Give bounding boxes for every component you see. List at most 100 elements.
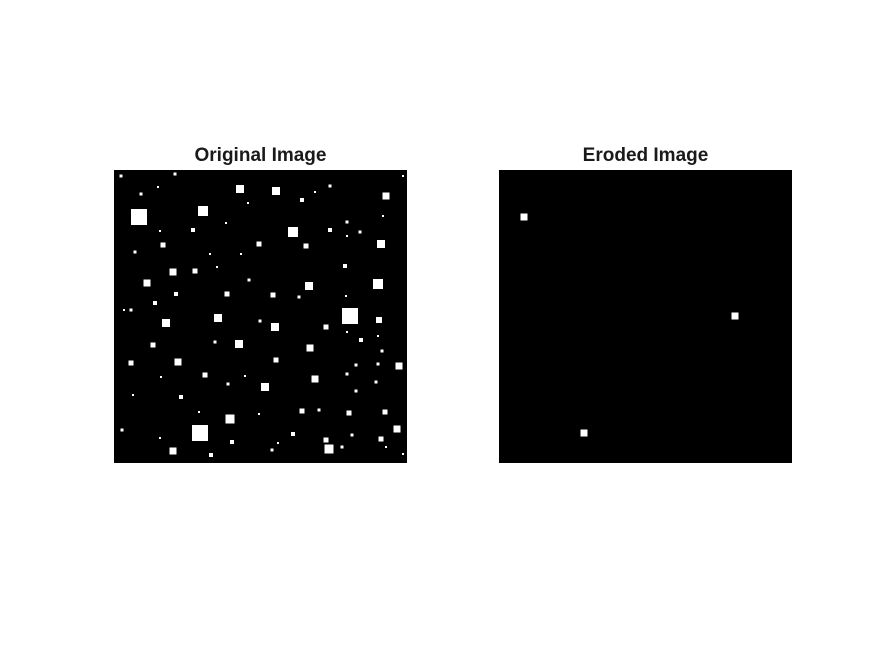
original-white-square bbox=[271, 323, 279, 331]
original-white-square bbox=[270, 448, 274, 452]
original-white-square bbox=[159, 230, 161, 232]
original-white-square bbox=[174, 292, 178, 296]
original-white-square bbox=[374, 380, 378, 384]
original-white-square bbox=[402, 453, 404, 455]
original-white-square bbox=[382, 409, 388, 415]
original-white-square bbox=[225, 414, 235, 424]
original-white-square bbox=[153, 301, 157, 305]
original-white-square bbox=[346, 410, 352, 416]
original-white-square bbox=[179, 395, 183, 399]
original-white-square bbox=[377, 240, 385, 248]
original-white-square bbox=[256, 241, 262, 247]
original-white-square bbox=[247, 278, 251, 282]
original-white-square bbox=[174, 358, 182, 366]
original-white-square bbox=[303, 243, 309, 249]
original-white-square bbox=[354, 363, 358, 367]
original-white-square bbox=[209, 253, 211, 255]
original-white-square bbox=[235, 340, 243, 348]
original-white-square bbox=[378, 436, 384, 442]
eroded-white-square bbox=[731, 312, 739, 320]
original-white-square bbox=[230, 440, 234, 444]
original-white-square bbox=[119, 174, 123, 178]
original-white-square bbox=[258, 413, 260, 415]
original-white-square bbox=[323, 437, 329, 443]
original-white-square bbox=[160, 242, 166, 248]
original-white-square bbox=[272, 187, 280, 195]
original-white-square bbox=[236, 185, 244, 193]
original-white-square bbox=[305, 282, 313, 290]
original-white-square bbox=[291, 432, 295, 436]
original-white-square bbox=[202, 372, 208, 378]
original-white-square bbox=[306, 344, 314, 352]
original-white-square bbox=[385, 446, 387, 448]
original-white-square bbox=[192, 268, 198, 274]
original-white-square bbox=[214, 314, 222, 322]
original-white-square bbox=[377, 335, 379, 337]
original-white-square bbox=[402, 175, 404, 177]
original-white-square bbox=[143, 279, 151, 287]
original-white-square bbox=[382, 192, 390, 200]
original-white-square bbox=[345, 372, 349, 376]
original-white-square bbox=[131, 209, 147, 225]
original-white-square bbox=[317, 408, 321, 412]
original-white-square bbox=[261, 383, 269, 391]
eroded-white-square bbox=[580, 429, 588, 437]
original-white-square bbox=[297, 295, 301, 299]
original-white-square bbox=[139, 192, 143, 196]
original-white-square bbox=[162, 319, 170, 327]
original-white-square bbox=[120, 428, 124, 432]
image-background bbox=[114, 170, 407, 463]
original-white-square bbox=[359, 338, 363, 342]
original-white-square bbox=[169, 447, 177, 455]
original-white-square bbox=[288, 227, 298, 237]
original-white-square bbox=[340, 445, 344, 449]
original-image bbox=[114, 170, 407, 463]
original-white-square bbox=[328, 228, 332, 232]
original-white-square bbox=[328, 184, 332, 188]
original-white-square bbox=[244, 375, 246, 377]
original-white-square bbox=[247, 202, 249, 204]
eroded-image-title: Eroded Image bbox=[582, 145, 709, 166]
original-white-square bbox=[129, 308, 133, 312]
original-white-square bbox=[159, 437, 161, 439]
original-white-square bbox=[224, 291, 230, 297]
original-white-square bbox=[395, 362, 403, 370]
eroded-white-square bbox=[520, 213, 528, 221]
original-white-square bbox=[311, 375, 319, 383]
original-white-square bbox=[300, 198, 304, 202]
original-white-square bbox=[216, 266, 218, 268]
original-white-square bbox=[324, 444, 334, 454]
original-white-square bbox=[273, 357, 279, 363]
original-white-square bbox=[173, 172, 177, 176]
original-white-square bbox=[160, 376, 162, 378]
original-white-square bbox=[132, 394, 134, 396]
original-white-square bbox=[346, 331, 348, 333]
original-white-square bbox=[343, 264, 347, 268]
image-background bbox=[499, 170, 792, 463]
original-white-square bbox=[270, 292, 276, 298]
original-white-square bbox=[376, 317, 382, 323]
original-white-square bbox=[393, 425, 401, 433]
original-white-square bbox=[314, 191, 316, 193]
original-white-square bbox=[376, 362, 380, 366]
original-white-square bbox=[123, 309, 125, 311]
original-white-square bbox=[226, 382, 230, 386]
original-white-square bbox=[258, 319, 262, 323]
eroded-image bbox=[499, 170, 792, 463]
original-white-square bbox=[345, 295, 347, 297]
original-white-square bbox=[323, 324, 329, 330]
original-white-square bbox=[277, 442, 279, 444]
original-white-square bbox=[157, 186, 159, 188]
original-white-square bbox=[213, 340, 217, 344]
original-white-square bbox=[198, 206, 208, 216]
original-white-square bbox=[373, 279, 383, 289]
original-white-square bbox=[128, 360, 134, 366]
original-image-title: Original Image bbox=[194, 145, 327, 166]
original-white-square bbox=[380, 349, 384, 353]
original-white-square bbox=[345, 220, 349, 224]
original-white-square bbox=[354, 389, 358, 393]
original-white-square bbox=[342, 308, 358, 324]
original-white-square bbox=[169, 268, 177, 276]
original-white-square bbox=[346, 235, 348, 237]
original-white-square bbox=[198, 411, 200, 413]
